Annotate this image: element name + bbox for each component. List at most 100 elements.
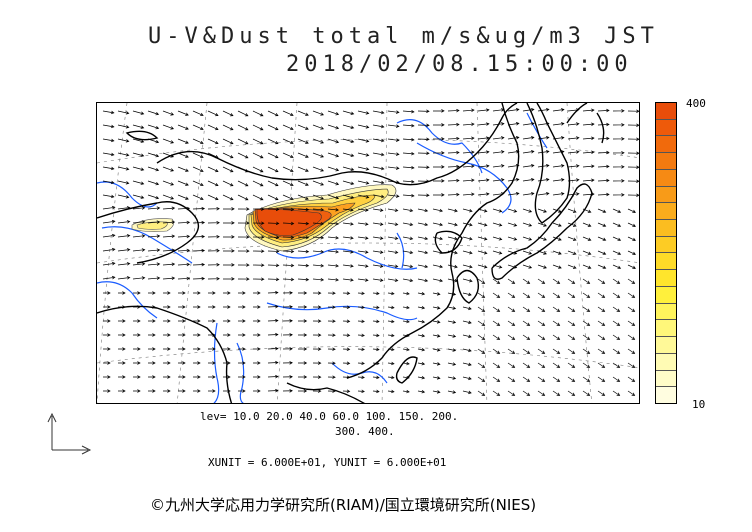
wind-arrow bbox=[537, 390, 546, 396]
wind-arrow bbox=[372, 375, 380, 380]
wind-arrow bbox=[477, 348, 486, 354]
wind-arrow bbox=[162, 138, 175, 144]
wind-arrow bbox=[507, 390, 516, 396]
wind-arrow bbox=[432, 362, 441, 366]
wind-arrow bbox=[267, 235, 280, 240]
map-canvas bbox=[97, 103, 639, 403]
wind-arrow bbox=[612, 250, 622, 255]
wind-arrow bbox=[282, 361, 293, 365]
wind-arrow bbox=[402, 137, 415, 142]
wind-arrow bbox=[357, 278, 369, 282]
wind-arrow bbox=[267, 388, 279, 393]
wind-arrow bbox=[507, 376, 516, 382]
wind-arrow bbox=[252, 221, 265, 225]
wind-arrow bbox=[253, 347, 261, 351]
wind-arrow bbox=[193, 361, 201, 365]
wind-arrow bbox=[342, 347, 351, 351]
wind-arrow bbox=[267, 207, 280, 212]
wind-arrow bbox=[492, 376, 501, 382]
wind-arrow bbox=[462, 390, 472, 395]
wind-arrow bbox=[612, 208, 622, 213]
wind-arrow bbox=[102, 275, 116, 280]
colorbar-segment bbox=[656, 370, 676, 388]
wind-arrow bbox=[102, 124, 115, 129]
wind-arrow bbox=[312, 194, 324, 200]
wind-arrow bbox=[627, 250, 637, 255]
wind-arrow bbox=[612, 179, 625, 183]
wind-arrow bbox=[582, 376, 591, 382]
wind-arrow bbox=[163, 333, 171, 337]
wind-arrow bbox=[537, 164, 550, 168]
wind-arrow bbox=[432, 376, 441, 380]
wind-arrow bbox=[147, 248, 161, 252]
wind-arrow bbox=[118, 389, 126, 393]
wind-arrow bbox=[627, 193, 639, 197]
coastlines-and-borders bbox=[97, 103, 605, 403]
wind-arrow bbox=[567, 150, 580, 154]
wind-arrow bbox=[402, 361, 410, 366]
wind-arrow bbox=[552, 208, 562, 213]
wind-arrow bbox=[252, 235, 265, 239]
wind-arrow bbox=[357, 166, 370, 171]
wind-arrow bbox=[597, 236, 607, 241]
wind-arrow bbox=[282, 347, 293, 351]
wind-arrow bbox=[567, 320, 576, 326]
wind-arrow bbox=[492, 192, 505, 196]
wind-arrow bbox=[102, 166, 115, 171]
wind-arrow bbox=[477, 334, 486, 340]
wind-arrow bbox=[222, 221, 235, 225]
wind-arrow bbox=[133, 347, 141, 351]
colorbar-segment bbox=[656, 103, 676, 120]
wind-arrow bbox=[627, 208, 637, 213]
wind-arrow bbox=[162, 234, 176, 239]
wind-arrow bbox=[597, 348, 606, 354]
wind-arrow bbox=[192, 206, 206, 211]
wind-arrow bbox=[372, 389, 380, 394]
wind-arrow bbox=[117, 220, 131, 224]
wind-arrow bbox=[267, 374, 279, 379]
wind-arrow bbox=[297, 305, 308, 309]
wind-arrow bbox=[492, 150, 505, 154]
wind-arrow bbox=[103, 389, 111, 393]
wind-arrow bbox=[327, 208, 339, 212]
wind-arrow bbox=[402, 375, 410, 380]
wind-arrow bbox=[252, 152, 264, 159]
wind-arrow bbox=[522, 292, 531, 298]
wind-arrow bbox=[252, 249, 265, 253]
wind-arrow bbox=[507, 264, 518, 269]
wind-arrow bbox=[402, 291, 410, 296]
wind-arrow bbox=[222, 263, 235, 267]
wind-arrow bbox=[163, 375, 171, 379]
wind-arrow bbox=[447, 222, 458, 227]
wind-arrow bbox=[477, 178, 490, 182]
wind-arrow bbox=[417, 193, 430, 198]
wind-arrow bbox=[238, 375, 246, 379]
wind-arrow bbox=[237, 249, 250, 253]
wind-arrow bbox=[537, 136, 550, 140]
wind-arrow bbox=[402, 250, 414, 255]
wind-arrow bbox=[147, 206, 161, 210]
wind-arrow bbox=[522, 320, 531, 326]
wind-arrow bbox=[237, 263, 250, 267]
wind-arrow bbox=[477, 250, 488, 255]
wind-arrow bbox=[492, 264, 503, 269]
wind-arrow bbox=[357, 389, 365, 394]
wind-arrow bbox=[612, 264, 622, 269]
wind-arrow bbox=[103, 375, 111, 379]
wind-arrow bbox=[567, 292, 576, 298]
wind-arrow bbox=[193, 319, 201, 323]
wind-arrow bbox=[117, 124, 130, 129]
wind-arrow bbox=[222, 110, 234, 117]
wind-arrow bbox=[148, 375, 156, 379]
wind-arrow bbox=[612, 137, 625, 141]
wind-arrow bbox=[208, 305, 216, 309]
wind-arrow bbox=[597, 122, 610, 127]
wind-arrow bbox=[327, 250, 339, 254]
wind-arrow bbox=[208, 291, 216, 295]
wind-arrow bbox=[582, 136, 595, 140]
wind-arrow bbox=[147, 234, 161, 238]
wind-arrow bbox=[297, 347, 308, 351]
wind-arrow bbox=[237, 221, 250, 225]
wind-arrow bbox=[327, 278, 339, 282]
wind-arrow bbox=[552, 306, 561, 312]
